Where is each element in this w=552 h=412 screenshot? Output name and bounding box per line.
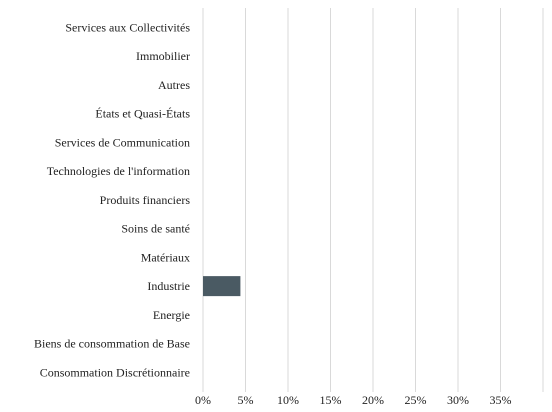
category-label: Energie — [153, 308, 190, 322]
x-tick-label: 5% — [238, 393, 254, 407]
category-label: Consommation Discrétionnaire — [40, 365, 190, 379]
x-tick-label: 20% — [362, 393, 384, 407]
category-label: Matériaux — [141, 250, 190, 264]
category-label: Industrie — [147, 279, 190, 293]
category-label: Soins de santé — [121, 222, 190, 236]
bar — [203, 276, 241, 297]
category-labels: Services aux Collectivités Immobilier Autr… — [34, 20, 190, 379]
x-tick-label: 15% — [320, 393, 342, 407]
x-tick-label: 10% — [277, 393, 299, 407]
x-tick-label: 30% — [447, 393, 469, 407]
category-label: Services de Communication — [55, 135, 190, 149]
category-label: Immobilier — [136, 49, 190, 63]
category-label: Technologies de l'information — [47, 164, 190, 178]
grid-lines — [202, 8, 544, 392]
x-tick-label: 0% — [195, 393, 211, 407]
category-label: Autres — [158, 78, 190, 92]
x-tick-labels: 0% 5% 10% 15% 20% 25% 30% 35% — [195, 393, 512, 407]
category-label: États et Quasi-États — [95, 107, 190, 121]
category-label: Services aux Collectivités — [65, 20, 190, 34]
bars — [203, 276, 241, 297]
category-label: Produits financiers — [100, 193, 191, 207]
category-label: Biens de consommation de Base — [34, 337, 190, 351]
x-tick-label: 35% — [490, 393, 512, 407]
x-tick-label: 25% — [405, 393, 427, 407]
